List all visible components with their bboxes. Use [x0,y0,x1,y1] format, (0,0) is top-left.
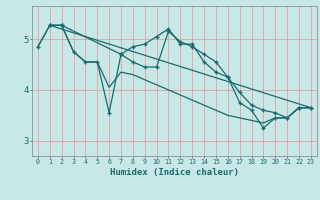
X-axis label: Humidex (Indice chaleur): Humidex (Indice chaleur) [110,168,239,177]
